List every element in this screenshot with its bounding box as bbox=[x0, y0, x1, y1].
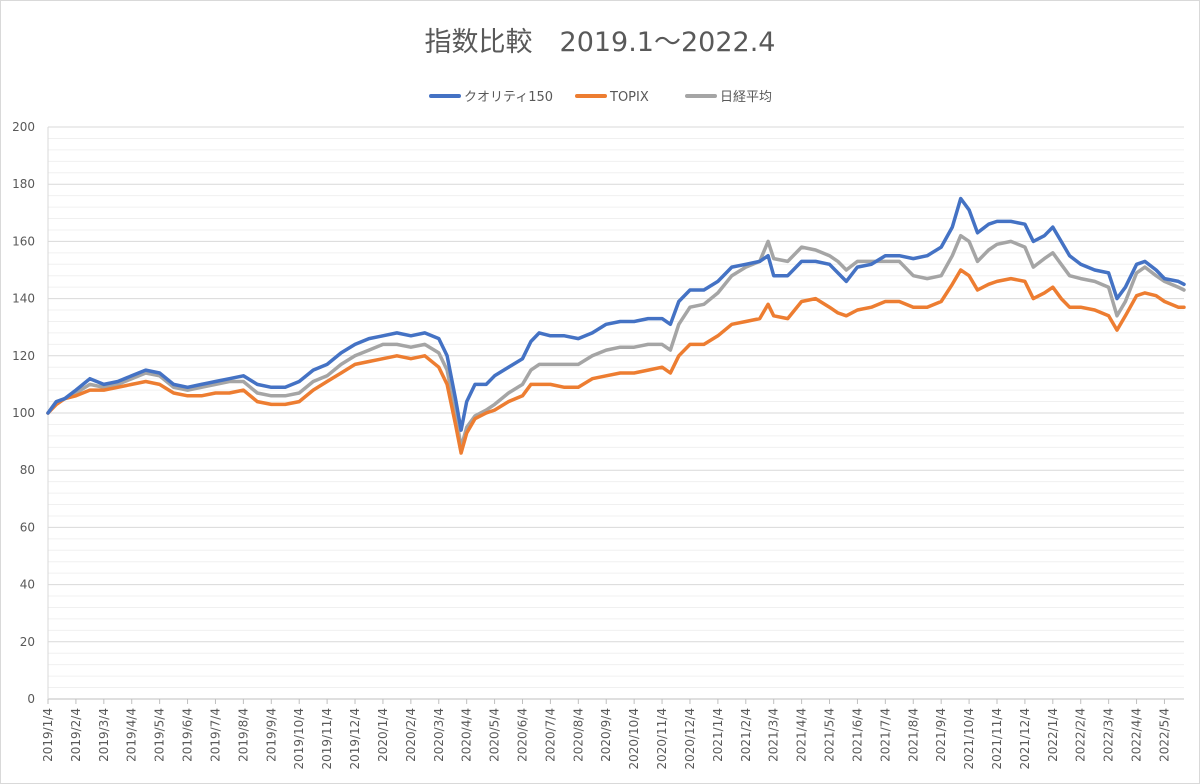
y-tick-label: 120 bbox=[12, 349, 35, 363]
x-tick-label: 2019/4/4 bbox=[125, 708, 139, 762]
x-tick-label: 2019/1/4 bbox=[41, 708, 55, 762]
x-tick-label: 2021/9/4 bbox=[934, 708, 948, 762]
x-tick-label: 2019/8/4 bbox=[236, 708, 250, 762]
y-tick-label: 180 bbox=[12, 177, 35, 191]
x-tick-label: 2019/3/4 bbox=[97, 708, 111, 762]
x-tick-label: 2020/12/4 bbox=[683, 708, 697, 770]
x-tick-label: 2021/2/4 bbox=[739, 708, 753, 762]
x-tick-label: 2021/11/4 bbox=[990, 708, 1004, 770]
x-tick-label: 2021/4/4 bbox=[795, 708, 809, 762]
x-tick-label: 2019/5/4 bbox=[153, 708, 167, 762]
x-tick-label: 2019/2/4 bbox=[69, 708, 83, 762]
x-tick-label: 2021/6/4 bbox=[850, 708, 864, 762]
gridlines bbox=[48, 126, 1184, 700]
legend-label: 日経平均 bbox=[720, 90, 772, 105]
y-tick-label: 0 bbox=[27, 692, 35, 706]
y-tick-label: 60 bbox=[20, 520, 35, 534]
chart-title: 指数比較 2019.1～2022.4 bbox=[425, 27, 776, 58]
legend-label: クオリティ150 bbox=[464, 90, 553, 105]
x-tick-label: 2021/1/4 bbox=[711, 708, 725, 762]
x-tick-label: 2021/8/4 bbox=[906, 708, 920, 762]
x-tick-label: 2020/9/4 bbox=[599, 708, 613, 762]
x-tick-label: 2019/12/4 bbox=[348, 708, 362, 770]
y-tick-label: 140 bbox=[12, 292, 35, 306]
x-tick-label: 2019/6/4 bbox=[181, 708, 195, 762]
x-tick-label: 2022/1/4 bbox=[1046, 708, 1060, 762]
y-tick-label: 40 bbox=[20, 578, 35, 592]
x-tick-label: 2022/3/4 bbox=[1102, 708, 1116, 762]
series-line-1 bbox=[46, 268, 1186, 455]
x-tick-label: 2021/12/4 bbox=[1018, 708, 1032, 770]
x-tick-label: 2020/2/4 bbox=[404, 708, 418, 762]
x-tick-label: 2019/10/4 bbox=[292, 708, 306, 770]
x-tick-label: 2022/5/4 bbox=[1157, 708, 1171, 762]
x-tick-label: 2019/7/4 bbox=[208, 708, 222, 762]
legend: クオリティ150 TOPIX 日経平均 bbox=[429, 90, 772, 105]
x-tick-label: 2020/11/4 bbox=[655, 708, 669, 770]
x-tick-label: 2019/9/4 bbox=[264, 708, 278, 762]
x-tick-label: 2020/5/4 bbox=[488, 708, 502, 762]
series-line-0 bbox=[46, 196, 1186, 432]
x-tick-label: 2021/10/4 bbox=[962, 708, 976, 770]
legend-label: TOPIX bbox=[609, 90, 649, 105]
x-tick-label: 2020/10/4 bbox=[627, 708, 641, 770]
y-tick-label: 200 bbox=[12, 120, 35, 134]
x-tick-label: 2019/11/4 bbox=[320, 708, 334, 770]
axes: 0 20 40 60 80 100 120 140 160 180 200 2019/1/4 2019/… bbox=[12, 120, 1171, 770]
x-tick-label: 2020/7/4 bbox=[543, 708, 557, 762]
y-tick-label: 80 bbox=[20, 463, 35, 477]
x-tick-label: 2020/1/4 bbox=[376, 708, 390, 762]
series-line-2 bbox=[46, 233, 1186, 450]
x-tick-label: 2022/2/4 bbox=[1074, 708, 1088, 762]
x-tick-label: 2020/6/4 bbox=[515, 708, 529, 762]
x-tick-label: 2020/4/4 bbox=[460, 708, 474, 762]
x-tick-label: 2021/7/4 bbox=[878, 708, 892, 762]
series-lines bbox=[46, 196, 1186, 455]
x-tick-label: 2022/4/4 bbox=[1130, 708, 1144, 762]
y-tick-label: 160 bbox=[12, 234, 35, 248]
y-tick-label: 20 bbox=[20, 635, 35, 649]
x-tick-label: 2020/3/4 bbox=[432, 708, 446, 762]
x-tick-label: 2021/3/4 bbox=[767, 708, 781, 762]
x-tick-label: 2020/8/4 bbox=[571, 708, 585, 762]
x-tick-label: 2021/5/4 bbox=[823, 708, 837, 762]
y-tick-label: 100 bbox=[12, 406, 35, 420]
